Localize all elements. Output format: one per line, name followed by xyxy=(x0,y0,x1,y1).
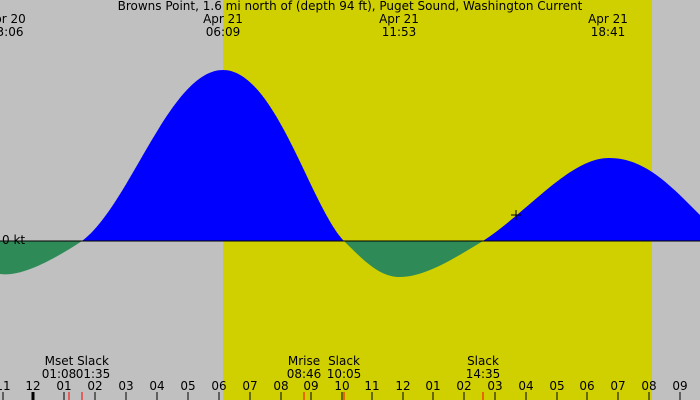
chart-title: Browns Point, 1.6 mi north of (depth 94 … xyxy=(117,0,583,13)
hour-label: 01 xyxy=(425,379,441,393)
crosshair-icon xyxy=(511,210,521,220)
event-time: 01:35 xyxy=(75,367,111,381)
hour-label: 11 xyxy=(364,379,380,393)
peak-date: Apr 21 xyxy=(379,12,419,26)
hour-label: 03 xyxy=(487,379,503,393)
event-name: Mset xyxy=(44,354,74,368)
event-time: 01:08 xyxy=(41,367,77,381)
event-label-mrise: Mrise 08:46 xyxy=(285,355,323,381)
peak-time: 3:06 xyxy=(0,25,24,39)
peak-time: 06:09 xyxy=(205,25,241,39)
hour-label: 06 xyxy=(211,379,227,393)
peak-date: Apr 21 xyxy=(588,12,628,26)
hour-label: 07 xyxy=(610,379,626,393)
hour-label: 09 xyxy=(672,379,688,393)
event-ticks xyxy=(68,392,484,400)
hour-label: 11 xyxy=(0,379,11,393)
hour-label: 06 xyxy=(579,379,595,393)
event-time: 08:46 xyxy=(286,367,322,381)
event-label-slack-2: Slack 10:05 xyxy=(326,355,362,381)
event-time: 10:05 xyxy=(326,367,362,381)
hour-label: 01 xyxy=(56,379,72,393)
hour-label: 05 xyxy=(549,379,565,393)
peak-label-4: Apr 21 18:41 xyxy=(583,13,633,39)
hour-label: 05 xyxy=(180,379,196,393)
hour-label: 07 xyxy=(242,379,258,393)
peak-time: 11:53 xyxy=(381,25,417,39)
hour-label: 08 xyxy=(273,379,289,393)
zero-kt-label: 0 kt xyxy=(2,233,26,247)
event-label-mset: Mset 01:08 xyxy=(41,355,77,381)
event-time: 14:35 xyxy=(465,367,501,381)
event-label-slack-1: Slack 01:35 xyxy=(75,355,111,381)
peak-label-2: Apr 21 06:09 xyxy=(198,13,248,39)
event-name: Slack xyxy=(328,354,360,368)
hour-label: 08 xyxy=(641,379,657,393)
ebb-area-left xyxy=(0,241,82,275)
peak-date: Apr 21 xyxy=(203,12,243,26)
peak-time: 18:41 xyxy=(590,25,626,39)
hour-label: 03 xyxy=(118,379,134,393)
event-label-slack-3: Slack 14:35 xyxy=(465,355,501,381)
peak-label-3: Apr 21 11:53 xyxy=(374,13,424,39)
hour-label: 04 xyxy=(149,379,165,393)
ebb-area-middle xyxy=(344,241,483,277)
hour-label: 12 xyxy=(25,379,41,393)
hour-label: 04 xyxy=(518,379,534,393)
hour-label: 12 xyxy=(395,379,411,393)
peak-label-1: pr 20 3:06 xyxy=(0,13,30,39)
flood-area-2 xyxy=(483,158,700,241)
flood-area-1 xyxy=(82,70,344,241)
hour-label: 02 xyxy=(87,379,103,393)
hour-label: 10 xyxy=(334,379,350,393)
event-name: Slack xyxy=(467,354,499,368)
event-name: Slack xyxy=(77,354,109,368)
peak-date: pr 20 xyxy=(0,12,26,26)
event-name: Mrise xyxy=(287,354,321,368)
hour-label: 02 xyxy=(456,379,472,393)
hour-ticks xyxy=(2,392,681,400)
hour-label: 09 xyxy=(303,379,319,393)
